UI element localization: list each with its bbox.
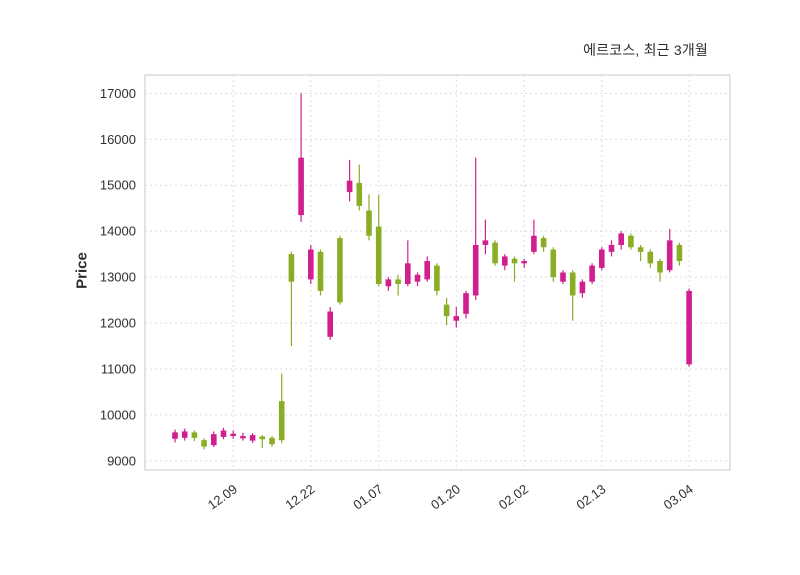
candle-body: [637, 247, 644, 252]
candle-body: [395, 279, 401, 284]
y-tick-label: 10000: [100, 407, 136, 422]
candle-body: [191, 432, 198, 438]
candle-body: [502, 256, 508, 266]
candle-body: [434, 265, 440, 291]
candle-body: [298, 157, 304, 216]
candle-body: [375, 226, 382, 284]
candle-body: [472, 244, 479, 296]
candle-body: [172, 432, 178, 439]
x-tick-label: 12.22: [282, 481, 317, 512]
candle-body: [308, 249, 314, 280]
y-tick-label: 12000: [100, 316, 136, 331]
x-tick-label: 12.09: [205, 481, 240, 512]
candle-body: [647, 251, 654, 264]
candle-body: [521, 261, 527, 264]
candle-body: [278, 401, 285, 441]
candle-body: [676, 244, 683, 262]
candle-body: [181, 431, 188, 438]
x-tick-label: 02.13: [573, 481, 608, 512]
candle-body: [453, 316, 460, 321]
candle-body: [686, 290, 692, 365]
candle-body: [482, 240, 489, 245]
candle-body: [405, 263, 411, 284]
candle-body: [288, 254, 295, 282]
candle-body: [531, 235, 537, 252]
candle-body: [492, 242, 498, 264]
candle-body: [327, 311, 333, 337]
x-tick-label: 01.20: [428, 481, 463, 512]
candle-body: [550, 249, 557, 278]
candle-body: [608, 244, 615, 252]
y-tick-label: 16000: [100, 132, 136, 147]
candle-body: [269, 437, 275, 445]
candle-body: [211, 434, 217, 446]
candle-body: [230, 433, 236, 437]
candle-body: [599, 249, 605, 268]
candle-body: [560, 272, 566, 282]
candle-body: [201, 440, 207, 447]
candle-body: [259, 436, 266, 440]
candle-body: [366, 210, 372, 236]
x-tick-label: 03.04: [661, 481, 696, 512]
candle-body: [346, 180, 353, 193]
candle-body: [317, 251, 324, 291]
candle-body: [540, 238, 547, 248]
candle-body: [579, 281, 586, 294]
y-tick-label: 17000: [100, 86, 136, 101]
y-tick-label: 9000: [107, 453, 136, 468]
candle-body: [414, 274, 421, 282]
candle-body: [385, 279, 392, 287]
candle-body: [589, 265, 595, 282]
candle-body: [249, 435, 256, 441]
candle-body: [240, 436, 246, 439]
candle-body: [463, 293, 469, 314]
candle-body: [220, 430, 227, 437]
candle-body: [666, 240, 673, 271]
candle-body: [618, 233, 624, 245]
x-tick-label: 02.02: [496, 481, 531, 512]
y-tick-label: 13000: [100, 270, 136, 285]
candle-body: [569, 272, 576, 296]
y-tick-label: 15000: [100, 178, 136, 193]
candle-body: [443, 304, 450, 317]
y-tick-label: 11000: [101, 361, 136, 376]
candle-body: [337, 238, 343, 303]
candle-body: [424, 261, 430, 280]
chart-title: 에르코스, 최근 3개월: [583, 42, 708, 58]
candle-body: [657, 261, 663, 273]
x-tick-label: 01.07: [350, 481, 385, 512]
candle-body: [511, 258, 518, 264]
candle-body: [628, 235, 634, 248]
y-tick-label: 14000: [100, 224, 136, 239]
candle-body: [356, 182, 363, 206]
